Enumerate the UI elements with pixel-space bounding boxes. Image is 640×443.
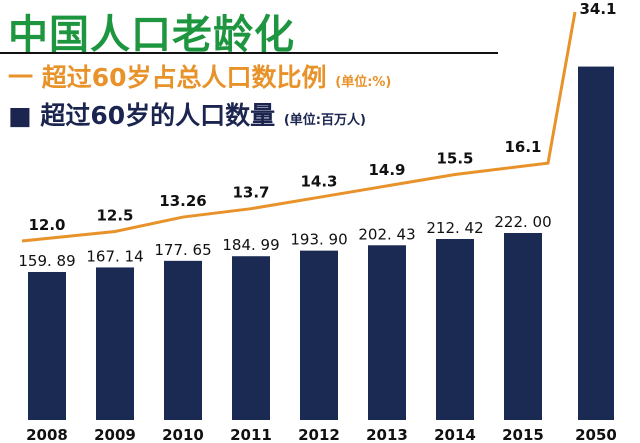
bar	[578, 66, 614, 421]
bar	[164, 260, 202, 420]
x-tick-label: 2011	[230, 426, 272, 443]
legend-bar-marker: ■	[8, 101, 32, 130]
bar	[300, 250, 338, 420]
bar	[436, 239, 474, 420]
bar-value-label: 202. 43	[358, 225, 415, 243]
legend-line-unit: (单位:%)	[335, 75, 392, 90]
x-tick-label: 2014	[434, 426, 476, 443]
chart-title: 中国人口老龄化	[8, 12, 295, 58]
bar	[96, 267, 134, 420]
legend-line-label: 超过60岁占总人口数比例	[41, 63, 327, 92]
x-tick-label: 2010	[162, 426, 204, 443]
line-value-label: 16.1	[504, 138, 541, 156]
bar-value-label: 167. 14	[86, 247, 143, 265]
line-value-label: 12.5	[96, 207, 133, 225]
bar-value-label: 159. 89	[18, 252, 75, 270]
bar	[232, 256, 270, 420]
legend-bar-label: 超过60岁的人口数量	[40, 101, 276, 130]
bar-value-label: 212. 42	[426, 219, 483, 237]
x-tick-label: 2008	[26, 426, 68, 443]
x-tick-label: 2013	[366, 426, 408, 443]
line-value-label: 13.7	[232, 184, 269, 202]
bar	[504, 232, 542, 420]
bar-value-label: 184. 99	[222, 236, 279, 254]
line-value-label: 12.0	[28, 216, 65, 234]
x-tick-label: 2012	[298, 426, 340, 443]
legend-line-marker: 一	[8, 63, 34, 92]
x-tick-label: 2050	[575, 426, 617, 443]
x-tick-label: 2015	[502, 426, 544, 443]
bar-value-label: 222. 00	[494, 213, 551, 231]
line-value-label: 34.1	[579, 0, 616, 18]
line-value-label: 14.9	[368, 161, 405, 179]
line-value-label: 14.3	[300, 172, 337, 190]
bar-value-label: 193. 90	[290, 231, 347, 249]
legend-bar-unit: (单位:百万人)	[283, 113, 366, 128]
line-value-label: 15.5	[436, 150, 473, 168]
title-divider	[0, 52, 498, 54]
line-series	[21, 11, 577, 243]
line-value-label: 13.26	[159, 192, 206, 210]
legend-bar: ■ 超过60岁的人口数量 (单位:百万人)	[8, 96, 366, 132]
legend-line: 一 超过60岁占总人口数比例 (单位:%)	[8, 58, 391, 94]
bar	[28, 271, 66, 420]
x-tick-label: 2009	[94, 426, 136, 443]
bar	[368, 245, 406, 420]
bar-value-label: 177. 65	[154, 241, 211, 259]
